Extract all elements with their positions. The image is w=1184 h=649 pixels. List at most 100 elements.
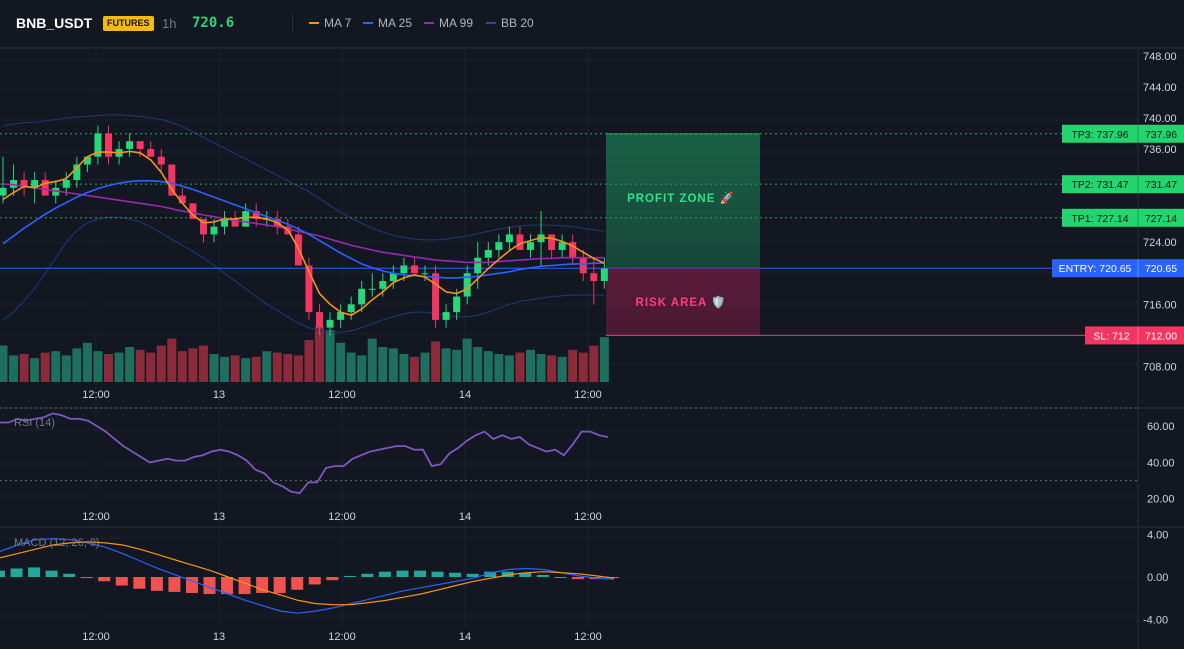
legend-ma7-label: MA 7: [324, 16, 352, 30]
candle-body[interactable]: [590, 273, 598, 282]
candle-body[interactable]: [305, 265, 313, 313]
candle-body[interactable]: [474, 257, 482, 274]
tp2-tag[interactable]: TP2: 731.47 731.47: [1062, 175, 1184, 194]
price-axis-tick: 744.00: [1143, 82, 1177, 94]
volume-bar: [82, 342, 92, 382]
legend-ma25-label: MA 25: [378, 16, 413, 30]
candle-body[interactable]: [31, 180, 39, 188]
macd-histogram-bar: [396, 570, 409, 577]
candle-body[interactable]: [379, 281, 387, 289]
time-axis-tick: 14: [459, 511, 471, 523]
timeframe-label[interactable]: 1h: [162, 16, 177, 31]
candle-body[interactable]: [41, 180, 49, 196]
candle-body[interactable]: [600, 268, 608, 282]
candle-body[interactable]: [136, 141, 144, 149]
candle-body[interactable]: [210, 226, 218, 235]
macd-histogram-bar: [63, 573, 76, 577]
volume-bar: [388, 348, 398, 382]
volume-bar: [293, 355, 303, 382]
candle-body[interactable]: [94, 133, 102, 157]
volume-bar: [568, 349, 578, 382]
candle-body[interactable]: [73, 164, 81, 181]
volume-bar: [315, 326, 324, 382]
candle-body[interactable]: [400, 265, 408, 274]
symbol-title[interactable]: BNB_USDT: [16, 15, 93, 31]
candle-body[interactable]: [484, 249, 492, 258]
candle-body[interactable]: [189, 203, 197, 219]
macd-histogram-bar: [133, 577, 146, 589]
volume-bar: [452, 349, 462, 382]
candle-body[interactable]: [358, 288, 366, 305]
candle-body[interactable]: [242, 211, 250, 227]
candle-body[interactable]: [579, 257, 587, 274]
candle-body[interactable]: [505, 234, 513, 243]
candle-body[interactable]: [527, 242, 534, 250]
candle-body[interactable]: [463, 273, 471, 297]
macd-histogram-bar: [98, 577, 111, 582]
candle-body[interactable]: [421, 273, 429, 275]
candle-body[interactable]: [157, 156, 165, 165]
volume-bar: [536, 354, 546, 382]
candle-body[interactable]: [105, 133, 112, 157]
volume-bar: [167, 338, 177, 382]
candle-body[interactable]: [316, 312, 323, 328]
volume-bar: [135, 349, 145, 382]
candle-body[interactable]: [83, 156, 91, 165]
time-axis-tick: 12:00: [328, 389, 356, 401]
candle-body[interactable]: [168, 164, 176, 196]
candle-body[interactable]: [326, 319, 334, 328]
profit-zone[interactable]: [606, 133, 760, 269]
candle-body[interactable]: [62, 180, 70, 188]
candle-body[interactable]: [410, 265, 418, 274]
candle-body[interactable]: [252, 211, 260, 219]
candle-body[interactable]: [221, 218, 229, 227]
tp1-tag[interactable]: TP1: 727.14 727.14: [1062, 208, 1184, 227]
candle-body[interactable]: [147, 148, 155, 157]
macd-histogram-bar: [449, 572, 462, 577]
candle-body[interactable]: [558, 242, 566, 250]
entry-tag[interactable]: ENTRY: 720.65 720.65: [1052, 259, 1184, 278]
candle-body[interactable]: [347, 304, 355, 313]
legend-bb20-label: BB 20: [501, 16, 534, 30]
legend-bb20[interactable]: BB 20: [486, 16, 534, 30]
candle-body[interactable]: [442, 312, 450, 320]
volume-bar: [125, 347, 135, 382]
volume-bar: [409, 356, 419, 382]
candle-body[interactable]: [368, 288, 376, 290]
legend-ma99[interactable]: MA 99: [424, 16, 473, 30]
tp3-tag[interactable]: TP3: 737.96 737.96: [1062, 124, 1184, 143]
candle-body[interactable]: [389, 273, 397, 282]
sl-tag[interactable]: SL: 712 712.00: [1085, 326, 1184, 345]
candle-body[interactable]: [569, 242, 577, 258]
candle-body[interactable]: [178, 195, 186, 204]
tp3-tag-label-box: [1062, 124, 1138, 143]
candle-body[interactable]: [432, 273, 440, 320]
legend-ma25[interactable]: MA 25: [363, 16, 412, 30]
candle-body[interactable]: [548, 234, 556, 250]
candle-body[interactable]: [453, 296, 461, 313]
tp2-tag-label-box: [1062, 175, 1138, 194]
macd-histogram-bar: [308, 577, 321, 585]
risk-zone[interactable]: [606, 268, 760, 336]
macd-histogram-bar: [484, 571, 497, 577]
volume-bar: [241, 358, 251, 382]
sl-tag-label-box: [1085, 326, 1138, 345]
volume-bar: [578, 352, 588, 382]
candle-body[interactable]: [199, 218, 207, 235]
candle-body[interactable]: [337, 312, 345, 320]
candle-body[interactable]: [126, 141, 134, 149]
volume-bar: [483, 351, 493, 382]
candle-body[interactable]: [495, 242, 503, 250]
legend-ma7[interactable]: MA 7: [309, 16, 351, 30]
macd-histogram-bar: [343, 575, 356, 577]
candle-body[interactable]: [20, 180, 28, 188]
volume-bar: [72, 348, 82, 382]
candle-body[interactable]: [231, 218, 239, 227]
candle-body[interactable]: [516, 234, 524, 250]
volume-bar: [9, 355, 19, 382]
volume-bar: [346, 352, 356, 382]
price-axis-tick: 724.00: [1143, 237, 1177, 249]
macd-histogram-bar: [115, 577, 128, 586]
candle-body[interactable]: [0, 187, 7, 196]
